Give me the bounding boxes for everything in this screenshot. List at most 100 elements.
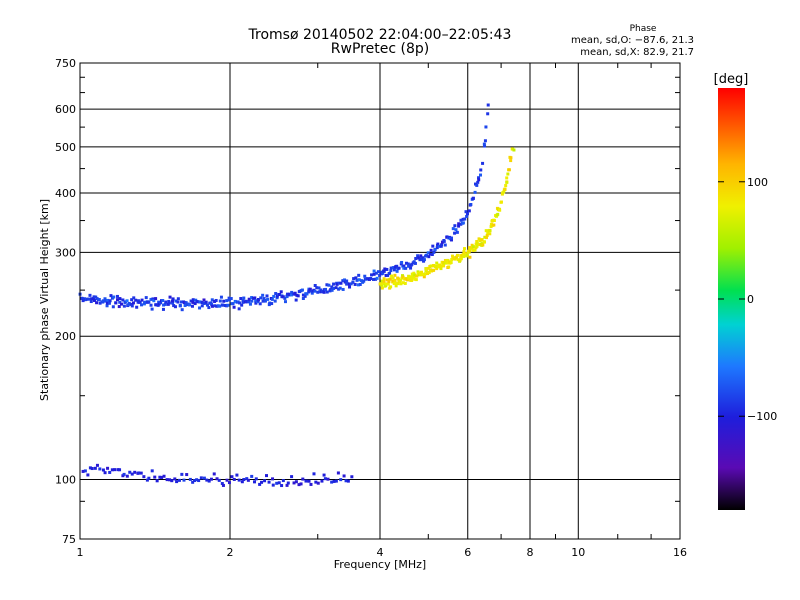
data-point xyxy=(357,278,361,282)
data-point xyxy=(183,301,187,305)
data-point xyxy=(484,236,488,240)
data-point xyxy=(136,299,140,303)
data-point xyxy=(433,247,437,251)
data-point xyxy=(408,275,412,279)
data-point xyxy=(130,304,134,308)
data-point xyxy=(108,470,112,474)
data-point xyxy=(253,480,257,484)
data-point xyxy=(81,299,85,303)
data-point xyxy=(288,293,292,297)
data-point xyxy=(270,297,274,301)
data-point xyxy=(439,264,443,268)
data-point xyxy=(391,276,395,280)
data-point xyxy=(498,208,502,212)
data-point xyxy=(122,304,126,308)
data-point xyxy=(309,482,313,486)
data-point xyxy=(459,218,463,222)
data-point xyxy=(248,302,252,306)
data-point xyxy=(109,294,113,298)
data-point xyxy=(475,183,479,187)
data-point xyxy=(140,303,144,307)
data-point xyxy=(239,297,243,301)
data-point xyxy=(371,277,375,281)
data-point xyxy=(465,212,469,216)
data-point xyxy=(399,278,403,282)
data-point xyxy=(435,264,439,268)
data-point xyxy=(504,184,508,188)
data-point xyxy=(352,277,356,281)
data-point xyxy=(157,300,161,304)
data-point xyxy=(307,479,311,483)
data-point xyxy=(465,253,469,257)
data-point xyxy=(129,302,133,306)
data-point xyxy=(385,267,389,271)
data-point xyxy=(432,264,436,268)
data-point xyxy=(171,297,175,301)
data-point xyxy=(261,299,265,303)
data-point xyxy=(178,304,182,308)
data-point xyxy=(418,273,422,277)
data-point xyxy=(254,301,258,305)
data-point xyxy=(393,278,397,282)
data-point xyxy=(486,229,490,233)
data-point xyxy=(305,292,309,296)
data-point xyxy=(462,254,466,258)
data-point xyxy=(180,472,184,476)
data-point xyxy=(435,261,439,265)
data-point xyxy=(457,224,461,228)
data-point xyxy=(426,251,430,255)
y-tick-label: 400 xyxy=(55,187,76,200)
data-point xyxy=(279,290,283,294)
data-point xyxy=(158,475,162,479)
data-point xyxy=(191,298,195,302)
data-point xyxy=(400,260,404,264)
data-point xyxy=(479,173,483,177)
data-point xyxy=(254,299,258,303)
data-point xyxy=(446,261,450,265)
data-point xyxy=(440,240,444,244)
data-point xyxy=(450,254,454,258)
data-point xyxy=(424,253,428,257)
data-point xyxy=(92,296,96,300)
data-point xyxy=(461,221,465,225)
data-point xyxy=(376,270,380,274)
x-tick-label: 4 xyxy=(377,546,384,559)
data-point xyxy=(103,471,107,475)
data-point xyxy=(228,298,232,302)
data-point xyxy=(128,470,132,474)
data-point xyxy=(245,477,249,481)
data-point xyxy=(429,264,433,268)
data-point xyxy=(176,297,180,301)
data-point xyxy=(394,284,398,288)
data-point xyxy=(115,294,119,298)
data-point xyxy=(86,473,90,477)
data-point xyxy=(293,291,297,295)
data-point xyxy=(496,212,500,216)
data-point xyxy=(116,298,120,302)
data-point xyxy=(124,300,128,304)
data-point xyxy=(334,286,338,290)
data-point xyxy=(397,266,401,270)
data-point xyxy=(225,478,229,482)
data-point xyxy=(151,297,155,301)
data-points xyxy=(78,103,516,488)
data-point xyxy=(134,298,138,302)
data-point xyxy=(489,225,493,229)
data-point xyxy=(459,257,463,261)
data-point xyxy=(356,283,360,287)
data-point xyxy=(437,244,441,248)
data-point xyxy=(314,480,318,484)
colorbar-tick-label: 100 xyxy=(747,176,768,189)
data-point xyxy=(473,248,477,252)
data-point xyxy=(118,300,122,304)
data-point xyxy=(375,276,379,280)
data-point xyxy=(171,301,175,305)
data-point xyxy=(404,261,408,265)
data-point xyxy=(425,267,429,271)
data-point xyxy=(125,474,129,478)
data-point xyxy=(440,243,444,247)
data-point xyxy=(139,471,143,475)
data-point xyxy=(330,288,334,292)
data-point xyxy=(403,281,407,285)
data-point xyxy=(92,298,96,302)
